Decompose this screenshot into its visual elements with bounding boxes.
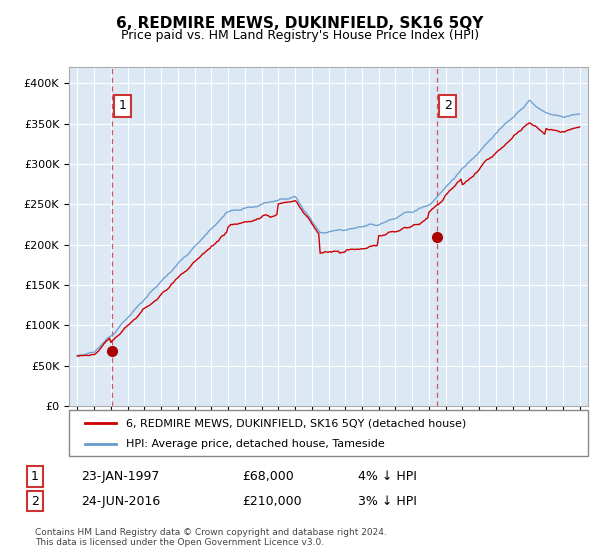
Text: £210,000: £210,000 (242, 494, 302, 508)
Text: 1: 1 (31, 470, 39, 483)
Text: HPI: Average price, detached house, Tameside: HPI: Average price, detached house, Tame… (126, 439, 385, 449)
Text: 6, REDMIRE MEWS, DUKINFIELD, SK16 5QY: 6, REDMIRE MEWS, DUKINFIELD, SK16 5QY (116, 16, 484, 31)
Text: 2: 2 (443, 100, 452, 113)
Text: 23-JAN-1997: 23-JAN-1997 (81, 470, 160, 483)
FancyBboxPatch shape (69, 410, 588, 456)
Text: Price paid vs. HM Land Registry's House Price Index (HPI): Price paid vs. HM Land Registry's House … (121, 29, 479, 42)
Text: 6, REDMIRE MEWS, DUKINFIELD, SK16 5QY (detached house): 6, REDMIRE MEWS, DUKINFIELD, SK16 5QY (d… (126, 418, 466, 428)
Text: 2: 2 (31, 494, 39, 508)
Text: 24-JUN-2016: 24-JUN-2016 (81, 494, 160, 508)
Text: 1: 1 (119, 100, 127, 113)
Text: 3% ↓ HPI: 3% ↓ HPI (358, 494, 416, 508)
Text: £68,000: £68,000 (242, 470, 294, 483)
Text: 4% ↓ HPI: 4% ↓ HPI (358, 470, 416, 483)
Text: Contains HM Land Registry data © Crown copyright and database right 2024.
This d: Contains HM Land Registry data © Crown c… (35, 528, 387, 547)
